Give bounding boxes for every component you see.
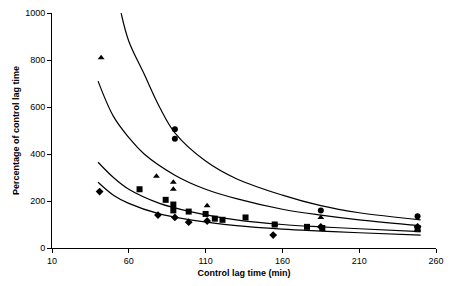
svg-text:Control lag time (min): Control lag time (min) [198, 268, 291, 278]
svg-text:400: 400 [30, 149, 45, 159]
svg-text:Percentage of control lag time: Percentage of control lag time [11, 66, 21, 195]
svg-text:800: 800 [30, 55, 45, 65]
svg-text:110: 110 [198, 256, 212, 266]
svg-text:160: 160 [275, 256, 290, 266]
svg-text:210: 210 [352, 256, 367, 266]
svg-text:260: 260 [428, 256, 443, 266]
svg-text:600: 600 [30, 102, 45, 112]
svg-text:60: 60 [124, 256, 134, 266]
svg-text:200: 200 [30, 196, 45, 206]
svg-text:10: 10 [47, 256, 57, 266]
svg-text:0: 0 [40, 243, 45, 253]
svg-text:1000: 1000 [25, 8, 45, 18]
